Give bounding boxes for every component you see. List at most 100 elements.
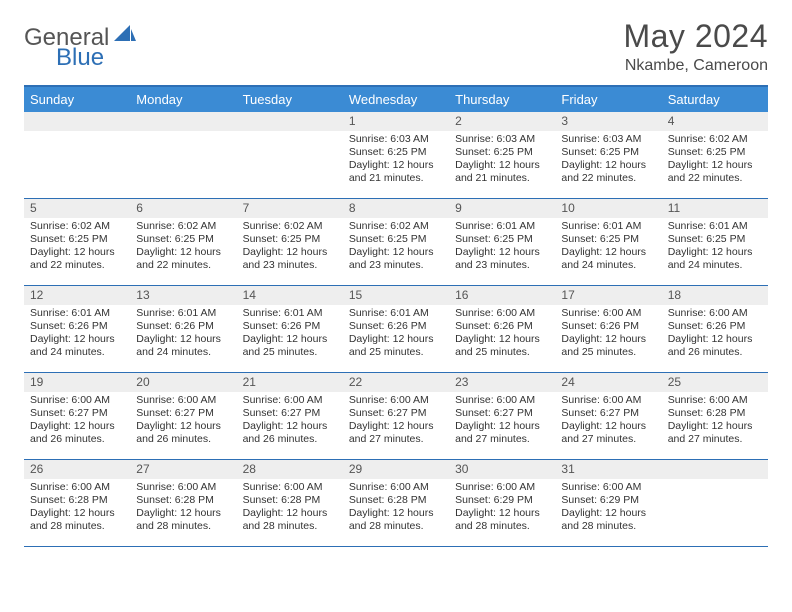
day-cell: 21Sunrise: 6:00 AMSunset: 6:27 PMDayligh… [237,373,343,459]
sunset-text: Sunset: 6:25 PM [30,233,124,246]
day-body: Sunrise: 6:00 AMSunset: 6:28 PMDaylight:… [24,479,130,538]
sunset-text: Sunset: 6:25 PM [349,146,443,159]
day-number: 22 [343,373,449,392]
sunset-text: Sunset: 6:26 PM [243,320,337,333]
day-body [237,131,343,191]
sunset-text: Sunset: 6:25 PM [349,233,443,246]
week-row: 1Sunrise: 6:03 AMSunset: 6:25 PMDaylight… [24,112,768,199]
daylight-text: Daylight: 12 hours and 21 minutes. [349,159,443,185]
sunset-text: Sunset: 6:25 PM [561,233,655,246]
day-number: 26 [24,460,130,479]
daylight-text: Daylight: 12 hours and 22 minutes. [136,246,230,272]
sunset-text: Sunset: 6:28 PM [349,494,443,507]
sunrise-text: Sunrise: 6:00 AM [349,481,443,494]
sunset-text: Sunset: 6:26 PM [136,320,230,333]
daylight-text: Daylight: 12 hours and 26 minutes. [136,420,230,446]
day-cell: 25Sunrise: 6:00 AMSunset: 6:28 PMDayligh… [662,373,768,459]
daylight-text: Daylight: 12 hours and 23 minutes. [349,246,443,272]
logo: General Blue [24,24,136,52]
day-number: 8 [343,199,449,218]
daylight-text: Daylight: 12 hours and 24 minutes. [30,333,124,359]
daylight-text: Daylight: 12 hours and 25 minutes. [455,333,549,359]
sunset-text: Sunset: 6:25 PM [668,146,762,159]
day-number: 6 [130,199,236,218]
day-body: Sunrise: 6:00 AMSunset: 6:27 PMDaylight:… [130,392,236,451]
sunset-text: Sunset: 6:27 PM [136,407,230,420]
day-cell: 20Sunrise: 6:00 AMSunset: 6:27 PMDayligh… [130,373,236,459]
sunset-text: Sunset: 6:29 PM [455,494,549,507]
day-cell: 24Sunrise: 6:00 AMSunset: 6:27 PMDayligh… [555,373,661,459]
day-number: 19 [24,373,130,392]
day-number: 18 [662,286,768,305]
day-body: Sunrise: 6:01 AMSunset: 6:26 PMDaylight:… [343,305,449,364]
weeks-container: 1Sunrise: 6:03 AMSunset: 6:25 PMDaylight… [24,112,768,547]
sunset-text: Sunset: 6:25 PM [243,233,337,246]
day-body: Sunrise: 6:03 AMSunset: 6:25 PMDaylight:… [343,131,449,190]
sunrise-text: Sunrise: 6:00 AM [349,394,443,407]
daylight-text: Daylight: 12 hours and 25 minutes. [243,333,337,359]
day-body: Sunrise: 6:00 AMSunset: 6:27 PMDaylight:… [343,392,449,451]
sunrise-text: Sunrise: 6:00 AM [136,394,230,407]
daylight-text: Daylight: 12 hours and 28 minutes. [30,507,124,533]
day-body: Sunrise: 6:00 AMSunset: 6:29 PMDaylight:… [449,479,555,538]
day-body: Sunrise: 6:03 AMSunset: 6:25 PMDaylight:… [449,131,555,190]
sunrise-text: Sunrise: 6:01 AM [668,220,762,233]
day-cell [130,112,236,198]
day-cell [237,112,343,198]
sunrise-text: Sunrise: 6:00 AM [561,307,655,320]
day-cell: 1Sunrise: 6:03 AMSunset: 6:25 PMDaylight… [343,112,449,198]
daylight-text: Daylight: 12 hours and 27 minutes. [455,420,549,446]
sunset-text: Sunset: 6:25 PM [455,233,549,246]
sunrise-text: Sunrise: 6:00 AM [561,394,655,407]
sunset-text: Sunset: 6:27 PM [561,407,655,420]
day-number: 10 [555,199,661,218]
day-cell: 10Sunrise: 6:01 AMSunset: 6:25 PMDayligh… [555,199,661,285]
day-number: 9 [449,199,555,218]
weekday-sun: Sunday [24,87,130,112]
day-cell: 16Sunrise: 6:00 AMSunset: 6:26 PMDayligh… [449,286,555,372]
day-cell: 14Sunrise: 6:01 AMSunset: 6:26 PMDayligh… [237,286,343,372]
day-cell: 2Sunrise: 6:03 AMSunset: 6:25 PMDaylight… [449,112,555,198]
day-cell: 17Sunrise: 6:00 AMSunset: 6:26 PMDayligh… [555,286,661,372]
day-number: 1 [343,112,449,131]
day-body: Sunrise: 6:00 AMSunset: 6:27 PMDaylight:… [449,392,555,451]
day-body: Sunrise: 6:00 AMSunset: 6:28 PMDaylight:… [343,479,449,538]
day-body: Sunrise: 6:01 AMSunset: 6:26 PMDaylight:… [130,305,236,364]
daylight-text: Daylight: 12 hours and 27 minutes. [668,420,762,446]
day-number: 7 [237,199,343,218]
weekday-sat: Saturday [662,87,768,112]
sunrise-text: Sunrise: 6:00 AM [455,394,549,407]
day-cell: 12Sunrise: 6:01 AMSunset: 6:26 PMDayligh… [24,286,130,372]
day-cell: 30Sunrise: 6:00 AMSunset: 6:29 PMDayligh… [449,460,555,546]
daylight-text: Daylight: 12 hours and 22 minutes. [561,159,655,185]
sunset-text: Sunset: 6:27 PM [455,407,549,420]
week-row: 12Sunrise: 6:01 AMSunset: 6:26 PMDayligh… [24,286,768,373]
sunrise-text: Sunrise: 6:00 AM [561,481,655,494]
day-cell: 4Sunrise: 6:02 AMSunset: 6:25 PMDaylight… [662,112,768,198]
day-number: 2 [449,112,555,131]
sunrise-text: Sunrise: 6:03 AM [349,133,443,146]
sunrise-text: Sunrise: 6:00 AM [668,307,762,320]
sunrise-text: Sunrise: 6:02 AM [30,220,124,233]
day-number: 23 [449,373,555,392]
daylight-text: Daylight: 12 hours and 28 minutes. [136,507,230,533]
daylight-text: Daylight: 12 hours and 22 minutes. [668,159,762,185]
day-number: 3 [555,112,661,131]
day-body: Sunrise: 6:02 AMSunset: 6:25 PMDaylight:… [237,218,343,277]
weekday-fri: Friday [555,87,661,112]
daylight-text: Daylight: 12 hours and 28 minutes. [561,507,655,533]
day-body: Sunrise: 6:03 AMSunset: 6:25 PMDaylight:… [555,131,661,190]
weekday-wed: Wednesday [343,87,449,112]
daylight-text: Daylight: 12 hours and 23 minutes. [455,246,549,272]
day-cell: 11Sunrise: 6:01 AMSunset: 6:25 PMDayligh… [662,199,768,285]
day-cell: 19Sunrise: 6:00 AMSunset: 6:27 PMDayligh… [24,373,130,459]
sunset-text: Sunset: 6:25 PM [561,146,655,159]
day-cell: 5Sunrise: 6:02 AMSunset: 6:25 PMDaylight… [24,199,130,285]
day-body: Sunrise: 6:00 AMSunset: 6:28 PMDaylight:… [130,479,236,538]
week-row: 26Sunrise: 6:00 AMSunset: 6:28 PMDayligh… [24,460,768,547]
daylight-text: Daylight: 12 hours and 24 minutes. [668,246,762,272]
weekday-mon: Monday [130,87,236,112]
day-cell: 7Sunrise: 6:02 AMSunset: 6:25 PMDaylight… [237,199,343,285]
week-row: 19Sunrise: 6:00 AMSunset: 6:27 PMDayligh… [24,373,768,460]
sunset-text: Sunset: 6:25 PM [136,233,230,246]
